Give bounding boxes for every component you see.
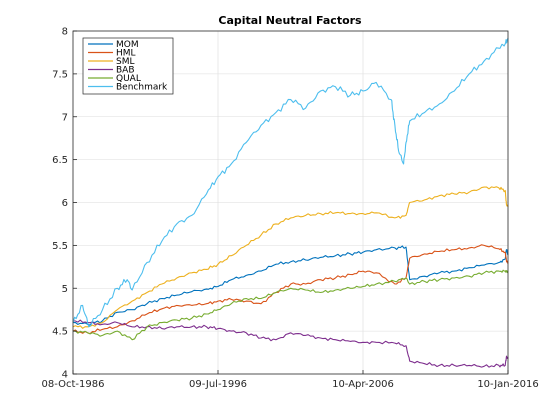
series-line-benchmark [72,37,509,328]
x-tick-label: 08-Oct-1986 [42,379,105,390]
x-tick-label: 10-Apr-2006 [332,379,394,390]
y-tick-label: 5.5 [52,241,68,252]
legend-label: MOM [116,40,139,50]
legend-label: HML [116,49,136,59]
series-line-mom [72,245,509,326]
x-tick-label: 09-Jul-1996 [189,379,247,390]
x-tick-label: 10-Jan-2016 [477,379,538,390]
y-tick-label: 6 [62,198,68,209]
y-tick-label: 4.5 [52,327,68,338]
series-line-hml [72,244,509,335]
series-line-qual [73,269,509,341]
series-line-bab [72,319,509,368]
y-tick-label: 7.5 [52,69,68,80]
tick-layer: 4 4.5 5 5.5 6 6.5 7 7.5 8 08-Oct-1986 09-Jul-1996 1… [42,27,539,391]
legend-label: BAB [116,66,135,76]
legend-label: QUAL [116,74,141,84]
y-tick-label: 6.5 [52,155,68,166]
y-tick-label: 7 [62,112,68,123]
y-tick-label: 8 [62,27,68,38]
series-line-sml [72,186,509,329]
legend-box [82,37,174,95]
y-tick-label: 5 [62,284,68,295]
legend-label: SML [116,57,135,67]
series-layer [72,37,509,368]
chart-title: Capital Neutral Factors [218,14,362,27]
legend-label: Benchmark [116,83,168,93]
y-tick-label: 4 [62,370,68,381]
